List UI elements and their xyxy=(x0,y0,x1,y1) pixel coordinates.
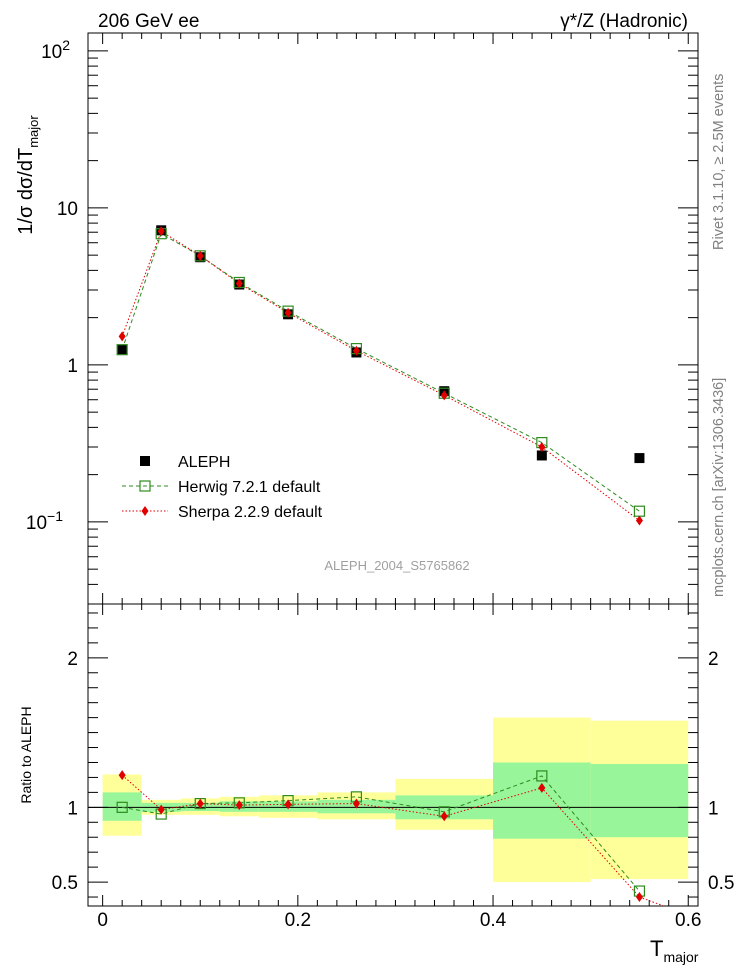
main-point-series-0-7 xyxy=(536,450,547,461)
axes xyxy=(87,32,699,907)
ratio-uncertainty-bands xyxy=(102,717,689,883)
main-point-series-2-2 xyxy=(196,250,204,261)
ratio-line-series-1 xyxy=(121,774,665,906)
green-band-7 xyxy=(493,762,591,839)
ratio-y-tick-label-right-1: 1 xyxy=(708,798,719,819)
ratio-y-tick-label-right-0: 0.5 xyxy=(708,873,734,894)
legend-label-1: Herwig 7.2.1 default xyxy=(178,479,321,496)
legend-label-2: Sherpa 2.2.9 default xyxy=(178,504,323,521)
ratio-y-tick-label-left-2: 2 xyxy=(67,649,78,670)
rivet-version-label: Rivet 3.1.10, ≥ 2.5M events xyxy=(711,74,727,250)
mcplots-label: mcplots.cern.ch [arXiv:1306.3436] xyxy=(711,378,727,597)
x-tick-label-2: 0.4 xyxy=(480,910,507,931)
ratio-point-series-1-7 xyxy=(538,782,546,793)
legend-marker-1 xyxy=(139,480,151,492)
main-point-series-2-7 xyxy=(538,441,546,452)
x-tick-label-1: 0.2 xyxy=(285,910,311,931)
main-line-series-2 xyxy=(121,230,640,521)
ratio-plot-frame xyxy=(87,603,699,907)
main-point-series-2-1 xyxy=(157,226,165,237)
header-right: γ*/Z (Hadronic) xyxy=(560,11,688,32)
main-y-tick-label-1: 10 xyxy=(57,199,78,220)
ratio-point-series-1-4 xyxy=(284,799,292,810)
chart-text: 206 GeV ee γ*/Z (Hadronic) ALEPH_2004_S5… xyxy=(15,11,734,965)
main-point-series-2-8 xyxy=(635,515,643,526)
ratio-ylabel: Ratio to ALEPH xyxy=(18,706,34,803)
main-ylabel: 1/σ dσ/dTmajor xyxy=(15,115,41,235)
green-band-0 xyxy=(102,792,142,821)
x-axis-label: Tmajor xyxy=(650,936,699,965)
ratio-point-series-1-6 xyxy=(440,811,448,822)
legend-marker-0 xyxy=(140,456,150,466)
main-point-series-2-5 xyxy=(352,345,360,356)
green-band-8 xyxy=(590,763,689,838)
main-point-series-2-0 xyxy=(118,331,126,342)
ratio-point-series-1-1 xyxy=(157,804,165,815)
main-line-series-1 xyxy=(121,232,640,512)
ratio-point-series-1-3 xyxy=(235,800,243,811)
ratio-point-series-0-7 xyxy=(536,770,548,782)
main-point-series-0-8 xyxy=(634,453,645,464)
main-point-series-2-3 xyxy=(235,278,243,289)
legend-marker-2 xyxy=(141,506,149,516)
ratio-point-series-1-0 xyxy=(118,770,126,781)
main-point-series-2-4 xyxy=(284,307,292,318)
main-point-series-1-0 xyxy=(116,344,128,356)
ratio-point-series-1-2 xyxy=(196,798,204,809)
header-left: 206 GeV ee xyxy=(98,11,199,32)
main-point-series-0-0 xyxy=(117,344,128,355)
ratio-line-series-0 xyxy=(122,775,640,892)
ratio-y-tick-label-left-1: 1 xyxy=(67,798,78,819)
x-tick-label-0: 0 xyxy=(97,910,108,931)
ratio-y-tick-label-right-2: 2 xyxy=(708,649,719,670)
ratio-point-series-1-5 xyxy=(352,798,360,809)
legend-label-0: ALEPH xyxy=(178,454,230,471)
ratio-y-tick-label-left-0: 0.5 xyxy=(52,873,78,894)
x-tick-label-3: 0.6 xyxy=(675,910,701,931)
main-y-tick-label-3: 10−1 xyxy=(26,508,63,534)
main-point-series-2-6 xyxy=(440,390,448,401)
ratio-point-series-1-8 xyxy=(635,892,643,903)
main-y-tick-label-2: 1 xyxy=(67,356,78,377)
main-point-series-1-8 xyxy=(633,505,646,517)
main-y-tick-label-0: 102 xyxy=(41,37,70,63)
analysis-watermark: ALEPH_2004_S5765862 xyxy=(324,558,469,573)
series-markers xyxy=(116,225,646,903)
ratio-point-series-0-0 xyxy=(116,801,128,813)
